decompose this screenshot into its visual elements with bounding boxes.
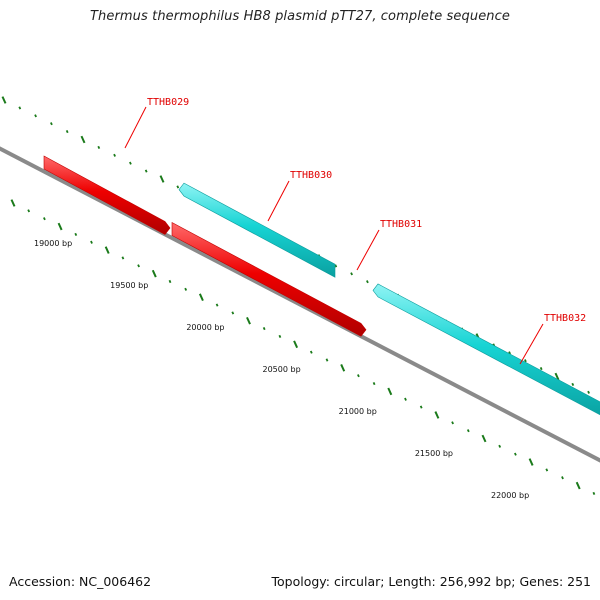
outer-tick-major: [554, 372, 560, 381]
outer-tick-minor: [65, 130, 69, 134]
inner-tick-major: [575, 481, 581, 490]
inner-tick-minor: [514, 452, 517, 456]
inner-tick-minor: [466, 429, 470, 433]
gene-label-tthb032[interactable]: TTHB032: [544, 313, 586, 324]
outer-tick-minor: [350, 272, 353, 276]
gene-callout-line: [356, 229, 380, 271]
outer-tick-minor: [366, 280, 369, 284]
inner-tick-minor: [309, 350, 313, 354]
accession-text: Accession: NC_006462: [9, 574, 152, 589]
inner-tick-major: [340, 364, 346, 372]
inner-tick-minor: [498, 444, 502, 448]
inner-tick-major: [151, 269, 157, 278]
inner-tick-minor: [168, 279, 172, 284]
topology-summary: Topology: circular; Length: 256,992 bp; …: [271, 574, 592, 589]
gene-callout-line: [124, 106, 147, 149]
outer-tick-minor: [571, 382, 575, 386]
gene-callout-line: [519, 323, 544, 365]
inner-tick-minor: [325, 358, 329, 362]
outer-tick-minor: [129, 161, 132, 165]
inner-tick-major: [293, 340, 299, 349]
outer-tick-minor: [34, 114, 37, 118]
inner-tick-minor: [561, 476, 564, 480]
gene-tthb029[interactable]: [43, 155, 171, 235]
outer-tick-minor: [97, 145, 101, 149]
inner-tick-minor: [278, 334, 282, 339]
outer-tick-minor: [113, 153, 116, 157]
outer-tick-minor: [176, 185, 180, 189]
inner-tick-major: [104, 246, 110, 254]
inner-tick-major: [528, 458, 534, 466]
inner-tick-major: [387, 387, 393, 396]
inner-tick-minor: [215, 303, 219, 307]
inner-tick-minor: [357, 374, 360, 378]
bp-label: 21500 bp: [415, 449, 453, 458]
bp-label: 19500 bp: [110, 281, 148, 290]
inner-tick-minor: [404, 397, 407, 401]
inner-tick-minor: [184, 287, 188, 291]
inner-tick-minor: [27, 209, 31, 213]
gene-callout-line: [267, 180, 290, 222]
bp-label: 20500 bp: [263, 365, 301, 374]
bp-label: 19000 bp: [34, 239, 72, 248]
inner-tick-minor: [545, 468, 549, 472]
outer-tick-major: [159, 175, 165, 183]
inner-tick-major: [434, 411, 440, 419]
inner-tick-minor: [231, 311, 235, 315]
inner-tick-minor: [262, 327, 266, 331]
inner-tick-minor: [419, 405, 423, 409]
outer-tick-major: [1, 96, 7, 104]
gene-label-tthb029[interactable]: TTHB029: [147, 97, 189, 108]
bp-label: 22000 bp: [491, 491, 529, 500]
backbone-line: [0, 146, 600, 463]
inner-tick-minor: [372, 381, 376, 386]
outer-tick-minor: [508, 351, 511, 355]
gene-label-tthb031[interactable]: TTHB031: [380, 219, 422, 230]
inner-tick-major: [198, 293, 204, 302]
inner-tick-major: [10, 199, 16, 207]
gene-tthb031[interactable]: [171, 221, 367, 337]
outer-tick-minor: [18, 106, 22, 110]
inner-tick-minor: [90, 240, 93, 244]
inner-tick-track: [10, 199, 596, 496]
gene-tthb032[interactable]: [372, 283, 600, 420]
gene-label-tthb030[interactable]: TTHB030: [290, 170, 332, 181]
inner-tick-minor: [451, 421, 454, 425]
inner-tick-minor: [137, 264, 140, 268]
outer-tick-major: [80, 135, 86, 144]
outer-tick-minor: [50, 122, 53, 126]
outer-tick-minor: [334, 264, 338, 268]
inner-tick-minor: [121, 256, 125, 260]
inner-tick-minor: [592, 491, 596, 496]
bp-label: 21000 bp: [339, 407, 377, 416]
map-title: Thermus thermophilus HB8 plasmid pTT27, …: [90, 9, 510, 24]
bp-label: 20000 bp: [186, 323, 224, 332]
outer-tick-minor: [539, 367, 543, 371]
inner-tick-major: [481, 434, 487, 443]
inner-tick-minor: [43, 217, 46, 221]
inner-tick-minor: [74, 232, 78, 236]
inner-tick-major: [57, 222, 63, 231]
outer-tick-minor: [524, 359, 527, 363]
outer-tick-minor: [587, 390, 590, 394]
outer-tick-minor: [144, 169, 148, 173]
gene-tthb030[interactable]: [178, 182, 336, 278]
inner-tick-major: [246, 316, 251, 325]
